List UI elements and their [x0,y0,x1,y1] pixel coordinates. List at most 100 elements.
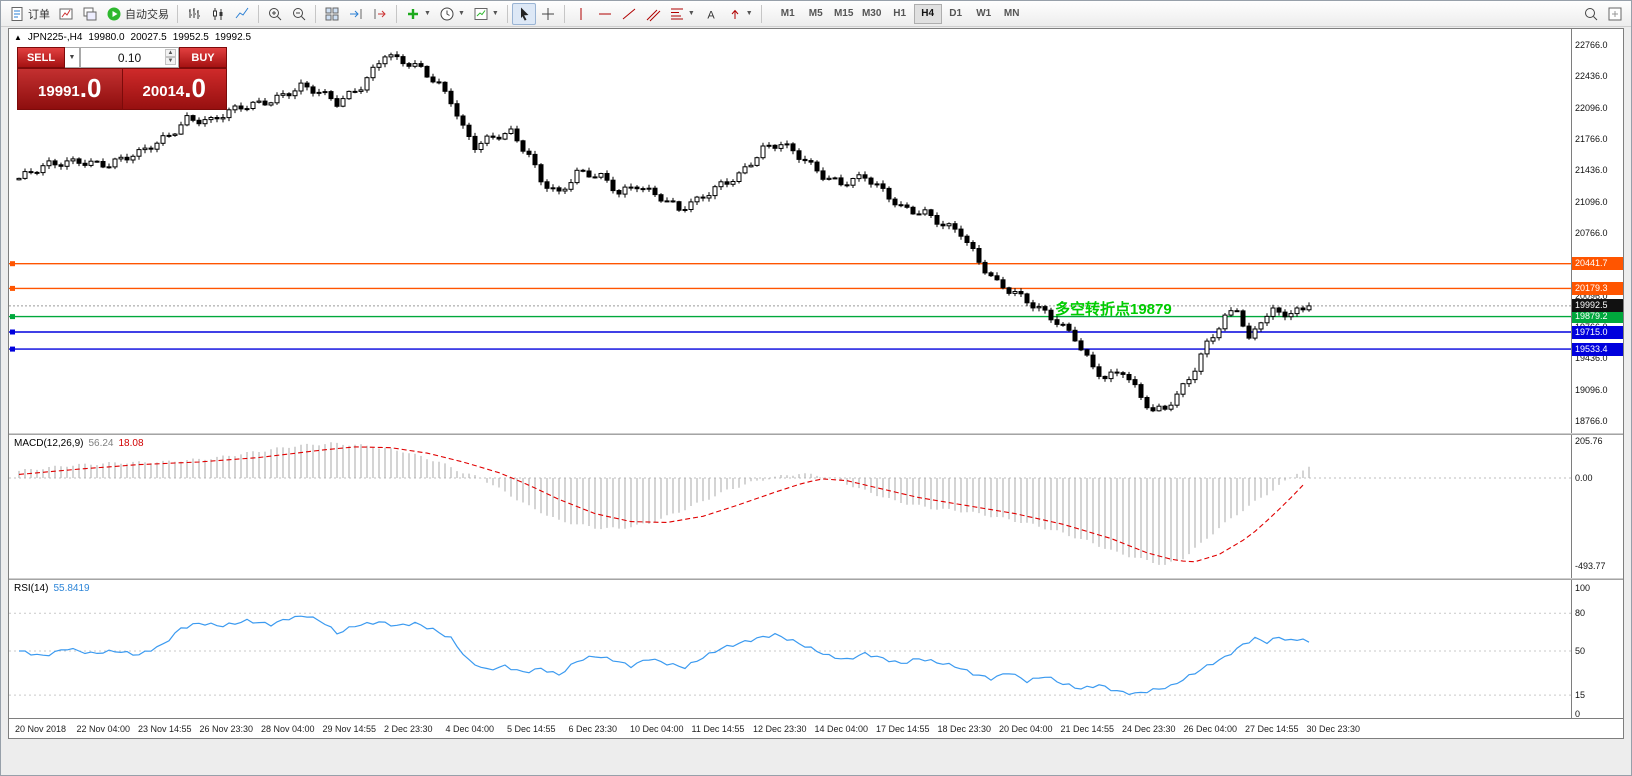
arrows-tool-button[interactable]: ▼ [723,3,757,25]
support-line-2-price-badge[interactable]: 19533.4 [1572,342,1623,356]
rsi-axis-label: 80 [1575,608,1586,619]
new-order-button[interactable]: 订单 [5,3,54,25]
bar-chart-button[interactable] [182,3,206,25]
timeframe-m30-button[interactable]: M30 [861,8,882,19]
zoom-in-button[interactable] [263,3,287,25]
sell-price-main: 19991 [38,82,80,100]
chart-text-annotation[interactable]: 多空转折点19879 [1055,301,1172,318]
macd-panel: MACD(12,26,9) 56.24 18.08 205.76 0.00 -493… [9,435,1623,578]
time-axis-label: 2 Dec 23:30 [384,724,433,734]
rsi-value: 55.8419 [53,583,90,594]
timeframe-m15-button[interactable]: M15 [833,8,854,19]
chevron-down-icon[interactable]: ▼ [457,10,465,17]
support-line-1-price-badge[interactable]: 19715.0 [1572,325,1623,339]
time-axis-label: 20 Dec 04:00 [999,724,1053,734]
line-chart-button[interactable] [230,3,254,25]
timeframe-toolbar: M1 M5 M15 M30 H1 H4 D1 W1 MN [774,3,1026,24]
macd-main-value: 56.24 [88,438,114,449]
horizontal-line-tool-button[interactable] [593,3,617,25]
resistance-line-2-price-badge[interactable]: 20179.3 [1572,281,1623,295]
ohlc-low: 19952.5 [172,32,209,43]
chevron-down-icon[interactable]: ▼ [424,10,431,17]
chart-shift-icon [374,8,386,19]
price-chart-canvas[interactable] [9,29,1571,433]
profiles-button[interactable] [78,3,102,25]
trendline-tool-icon [622,8,636,19]
chart-symbol-period: JPN225-,H4 [27,32,83,43]
macd-axis-label: -493.77 [1575,560,1606,571]
time-axis-label: 6 Dec 23:30 [568,724,618,734]
buy-button[interactable]: BUY [179,47,227,68]
panel-splitter[interactable] [9,433,1623,435]
candlestick-chart-button[interactable] [206,3,230,25]
new-order-label: 订单 [28,8,50,21]
chevron-down-icon[interactable]: ▼ [491,10,499,17]
search-button[interactable] [1579,3,1603,25]
ohlc-high: 20027.5 [130,32,167,43]
fibonacci-tool-button[interactable]: ▼ [665,3,699,25]
profiles-icon [83,7,97,20]
rsi-canvas[interactable] [9,580,1571,718]
arrows-tool-icon [731,9,739,19]
zoom-out-icon [293,7,306,20]
search-icon [1585,7,1598,20]
crosshair-tool-button[interactable] [536,3,560,25]
sell-button[interactable]: SELL [17,47,65,68]
templates-button[interactable]: ▼ [469,3,503,25]
trendline-tool-button[interactable] [617,3,641,25]
time-axis-label: 24 Dec 23:30 [1122,724,1176,734]
chevron-down-icon[interactable]: ▼ [745,10,753,17]
cursor-tool-button[interactable] [511,2,536,25]
price-chart-panel: ▲ JPN225-,H4 19980.0 20027.5 19952.5 199… [9,29,1623,433]
panel-splitter[interactable] [9,578,1623,580]
chart-window: ▲ JPN225-,H4 19980.0 20027.5 19952.5 199… [8,28,1624,739]
toolbar-separator [563,4,565,23]
volume-down-arrow[interactable]: ▼ [165,57,176,65]
one-click-trading-panel: SELL ▼ 0.10 ▲ ▼ BUY 19991 [17,47,227,110]
timeframe-h1-button[interactable]: H1 [893,8,907,19]
auto-trading-button[interactable]: 自动交易 [102,3,173,25]
volume-dropdown[interactable]: ▼ [65,47,80,68]
toolbar-separator [760,4,762,23]
add-indicator-button[interactable]: ▼ [401,3,435,25]
window-bottom-area [1,739,1631,775]
periods-button[interactable]: ▼ [435,3,469,25]
timeframe-w1-button[interactable]: W1 [976,8,992,19]
timeframe-m5-button[interactable]: M5 [808,8,823,19]
vertical-line-tool-button[interactable] [569,3,593,25]
buy-price[interactable]: 20014.0 [122,68,227,110]
auto-trading-label: 自动交易 [125,8,169,21]
auto-scroll-button[interactable] [344,3,368,25]
timeframe-mn-button[interactable]: MN [1003,8,1020,19]
new-order-icon [11,6,23,21]
toolbar-separator [258,4,259,23]
new-chart-button[interactable] [54,3,78,25]
timeframe-m1-button[interactable]: M1 [780,8,795,19]
resistance-line-1-price-badge[interactable]: 20441.7 [1572,257,1623,271]
chevron-down-icon[interactable]: ▼ [687,10,695,17]
timeframe-d1-button[interactable]: D1 [949,8,963,19]
rsi-panel: RSI(14) 55.8419 100 80 50 15 0 [9,580,1623,719]
volume-up-arrow[interactable]: ▲ [165,49,176,57]
channel-tool-button[interactable] [641,3,665,25]
sell-price[interactable]: 19991.0 [17,68,123,110]
text-tool-icon: A [707,9,715,21]
zoom-out-button[interactable] [287,3,311,25]
time-axis[interactable]: 20 Nov 2018 22 Nov 04:00 23 Nov 14:55 26 No… [9,718,1623,738]
price-axis-label: 19096.0 [1575,385,1608,396]
volume-input[interactable]: 0.10 ▲ ▼ [80,47,179,68]
macd-canvas[interactable] [9,435,1571,578]
time-axis-label: 27 Dec 14:55 [1245,724,1299,734]
data-window-button[interactable] [1603,3,1627,25]
price-axis-label: 20766.0 [1575,228,1608,239]
buy-price-pips: .0 [184,73,206,103]
candlestick-chart-icon [213,7,223,20]
tile-windows-button[interactable] [320,3,344,25]
time-axis-label: 20 Nov 2018 [15,724,67,734]
tile-windows-icon [325,7,339,20]
time-axis-label: 11 Dec 14:55 [691,724,745,734]
pivot-line-price-badge[interactable]: 19879.2 [1572,310,1623,324]
chart-shift-button[interactable] [368,3,392,25]
timeframe-h4-button[interactable]: H4 [913,3,942,24]
text-tool-button[interactable]: A [699,3,723,25]
